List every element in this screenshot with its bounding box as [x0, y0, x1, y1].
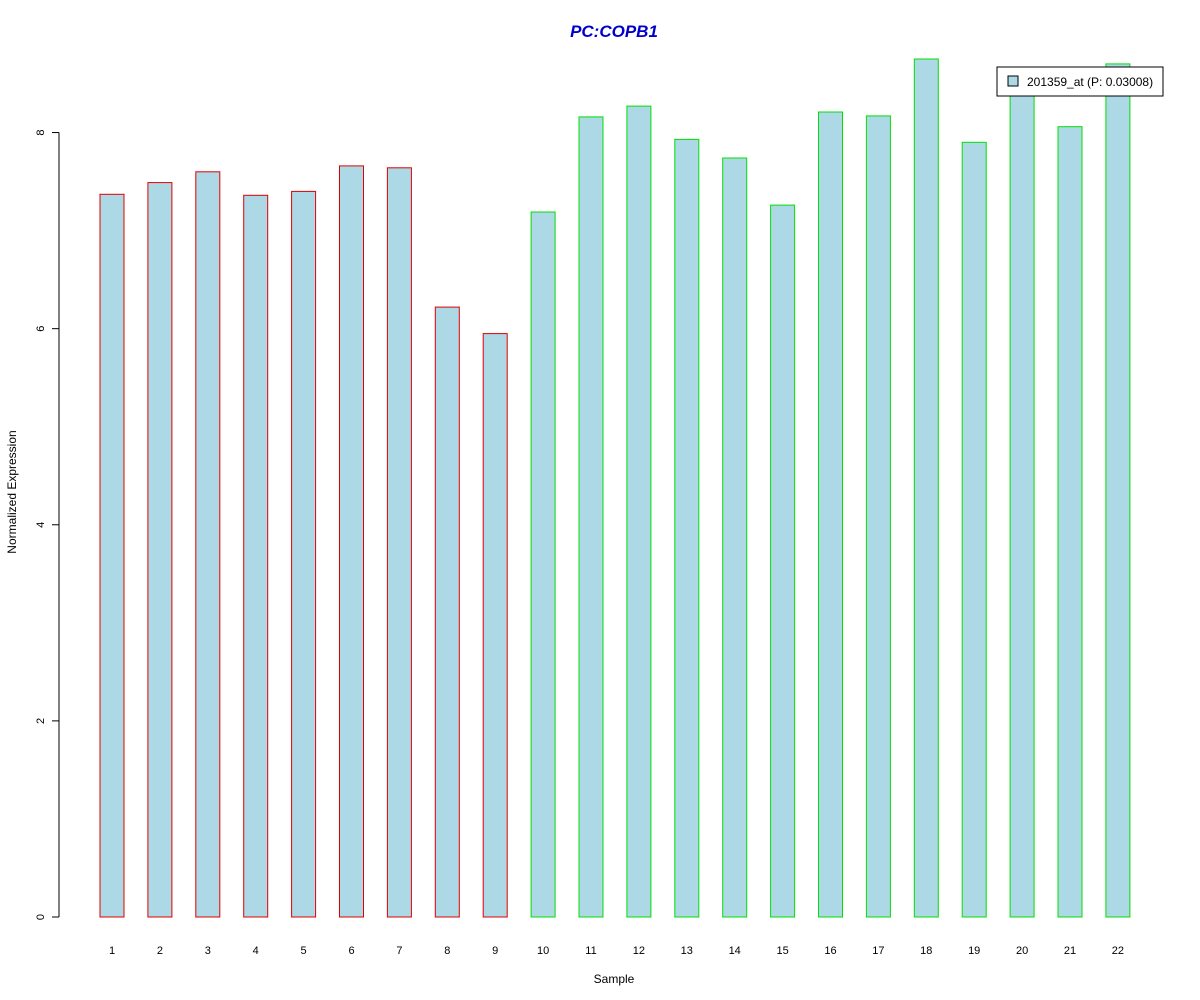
bar-sample-16	[818, 111, 843, 918]
x-tick-label: 18	[920, 945, 932, 957]
legend-box	[996, 66, 1164, 97]
x-tick-label: 1	[109, 945, 115, 957]
x-tick-label: 10	[537, 945, 549, 957]
x-tick-label: 11	[585, 945, 596, 957]
x-tick-label: 14	[729, 945, 741, 957]
x-tick-label: 8	[444, 945, 450, 957]
x-axis-label: Sample	[594, 972, 635, 986]
bar-sample-8	[434, 306, 460, 918]
x-tick-label: 7	[396, 945, 402, 957]
bar-sample-3	[195, 171, 221, 918]
x-tick-label: 22	[1112, 945, 1124, 957]
y-tick-label: 8	[35, 129, 47, 135]
bar-sample-21	[1057, 126, 1083, 918]
x-tick-label: 13	[681, 945, 693, 957]
bar-sample-6	[339, 165, 364, 918]
legend-entry-label: 201359_at (P: 0.03008)	[1027, 75, 1153, 89]
x-tick-label: 5	[301, 945, 307, 957]
bar-sample-2	[147, 182, 173, 918]
bar-sample-18	[913, 58, 939, 918]
bars	[99, 58, 1131, 918]
bar-sample-13	[674, 138, 700, 918]
y-tick-label: 0	[35, 914, 47, 920]
x-tick-label: 17	[872, 945, 884, 957]
bar-sample-1	[99, 193, 125, 918]
bar-sample-19	[961, 141, 987, 918]
bar-sample-11	[578, 116, 604, 918]
y-tick-label: 4	[35, 522, 47, 528]
x-tick-label: 19	[968, 945, 980, 957]
y-tick-label: 6	[35, 326, 47, 332]
bar-sample-5	[291, 190, 317, 918]
bar-sample-4	[243, 194, 269, 918]
x-tick-label: 3	[205, 945, 211, 957]
x-tick-labels: 1 2 3 4 5 6 7 8 9 10 11 12 13 14 15 16 17 18 19 20 21 22	[109, 945, 1124, 957]
bar-sample-7	[386, 167, 412, 918]
legend-swatch	[1007, 75, 1019, 87]
x-tick-label: 9	[492, 945, 498, 957]
bar-sample-22	[1105, 63, 1131, 918]
bar-sample-15	[770, 204, 796, 918]
x-tick-label: 15	[776, 945, 788, 957]
x-tick-label: 2	[157, 945, 163, 957]
bar-sample-9	[482, 333, 508, 918]
bar-sample-17	[865, 115, 891, 918]
legend: 201359_at (P: 0.03008)	[996, 66, 1164, 97]
bar-sample-20	[1009, 89, 1035, 918]
x-tick-label: 20	[1016, 945, 1028, 957]
x-tick-label: 6	[348, 945, 354, 957]
x-tick-label: 4	[253, 945, 259, 957]
y-tick-label: 2	[35, 718, 47, 724]
y-axis: 0 2 4 6 8	[35, 129, 60, 920]
bar-sample-12	[626, 105, 652, 918]
x-tick-label: 21	[1064, 945, 1076, 957]
y-axis-label: Normalized Expression	[5, 430, 19, 553]
x-tick-label: 12	[633, 945, 645, 957]
bar-sample-14	[722, 157, 748, 918]
bar-sample-10	[530, 211, 556, 918]
x-tick-label: 16	[824, 945, 836, 957]
chart-title: PC:COPB1	[570, 22, 658, 41]
